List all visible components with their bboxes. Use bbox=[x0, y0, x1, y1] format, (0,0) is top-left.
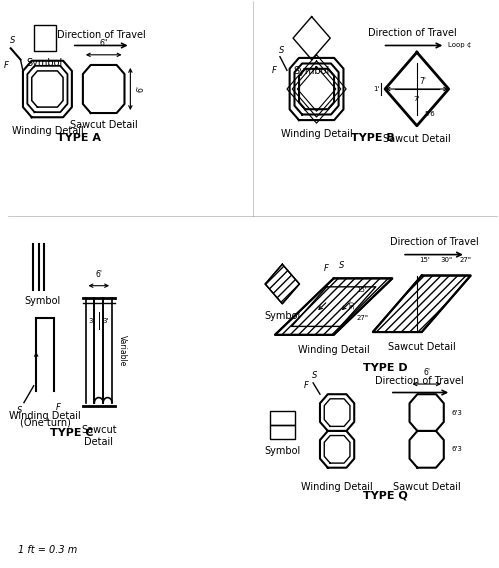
Text: 3': 3' bbox=[88, 318, 95, 324]
Text: Sawcut Detail: Sawcut Detail bbox=[70, 120, 138, 130]
Text: Sawcut
Detail: Sawcut Detail bbox=[81, 425, 117, 447]
Text: Symbol: Symbol bbox=[293, 66, 330, 76]
Text: 6': 6' bbox=[136, 86, 145, 93]
Text: TYPE C: TYPE C bbox=[50, 428, 94, 438]
Text: Sawcut Detail: Sawcut Detail bbox=[383, 134, 451, 144]
Text: 5'6: 5'6 bbox=[425, 111, 436, 117]
Text: Winding Detail: Winding Detail bbox=[301, 482, 373, 492]
Text: (One turn): (One turn) bbox=[19, 418, 70, 428]
Text: Symbol: Symbol bbox=[264, 446, 300, 456]
Text: S: S bbox=[9, 36, 15, 45]
Text: Sawcut Detail: Sawcut Detail bbox=[388, 342, 456, 352]
Text: 30": 30" bbox=[440, 257, 452, 263]
Text: Direction of Travel: Direction of Travel bbox=[57, 30, 146, 40]
Text: Winding Detail: Winding Detail bbox=[9, 411, 81, 421]
Text: F: F bbox=[304, 381, 309, 390]
Text: S: S bbox=[339, 261, 344, 270]
Text: S: S bbox=[17, 406, 22, 415]
Bar bbox=[270, 411, 294, 425]
Text: 6'3: 6'3 bbox=[451, 410, 462, 416]
Text: Winding Detail: Winding Detail bbox=[11, 126, 83, 136]
Text: S: S bbox=[279, 46, 284, 55]
Text: 27": 27" bbox=[460, 257, 472, 263]
Text: TYPE D: TYPE D bbox=[363, 363, 407, 373]
Text: Direction of Travel: Direction of Travel bbox=[390, 237, 479, 247]
Text: 30': 30' bbox=[349, 298, 355, 309]
Text: 6": 6" bbox=[99, 39, 108, 48]
Text: 1 ft = 0.3 m: 1 ft = 0.3 m bbox=[18, 545, 77, 556]
Text: TYPE Q: TYPE Q bbox=[363, 490, 408, 500]
Text: F: F bbox=[3, 61, 8, 70]
Text: 15': 15' bbox=[419, 257, 430, 263]
Text: TYPE A: TYPE A bbox=[57, 132, 101, 143]
Text: 27": 27" bbox=[356, 315, 368, 321]
Text: F: F bbox=[324, 264, 329, 273]
Text: Symbol: Symbol bbox=[264, 311, 300, 320]
Text: 7': 7' bbox=[419, 77, 426, 86]
Text: TYPE B: TYPE B bbox=[351, 132, 395, 143]
Text: S: S bbox=[312, 371, 317, 380]
Text: 6'3: 6'3 bbox=[451, 446, 462, 452]
Text: Winding Detail: Winding Detail bbox=[298, 345, 370, 355]
Text: Loop ¢: Loop ¢ bbox=[448, 43, 471, 48]
Text: Winding Detail: Winding Detail bbox=[280, 129, 352, 139]
Text: 3': 3' bbox=[103, 318, 109, 324]
Text: Symbol: Symbol bbox=[24, 296, 61, 306]
Text: 6': 6' bbox=[95, 270, 102, 279]
Text: Symbol: Symbol bbox=[27, 57, 63, 68]
Text: Sawcut Detail: Sawcut Detail bbox=[393, 482, 461, 492]
Text: 1': 1' bbox=[373, 86, 379, 92]
Bar bbox=[270, 425, 294, 440]
Text: F: F bbox=[272, 66, 277, 75]
Text: 6': 6' bbox=[423, 368, 430, 377]
Text: 15': 15' bbox=[357, 287, 367, 293]
Text: F: F bbox=[56, 403, 61, 412]
Text: Variable: Variable bbox=[118, 335, 127, 366]
Text: 7': 7' bbox=[414, 96, 420, 102]
Text: Direction of Travel: Direction of Travel bbox=[368, 28, 457, 38]
Text: Direction of Travel: Direction of Travel bbox=[375, 376, 464, 386]
